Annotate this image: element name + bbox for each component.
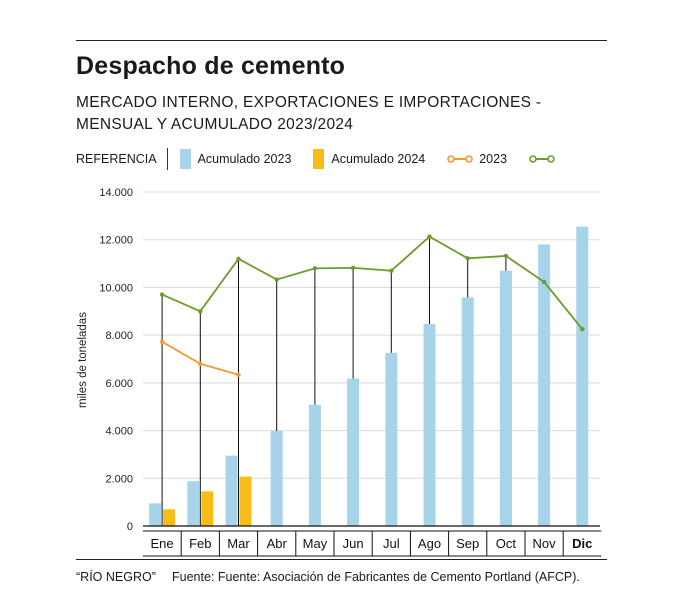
legend-divider [166, 148, 168, 170]
bar-acum-2023 [187, 481, 200, 526]
series-green-line [161, 235, 583, 330]
bar-acum-2023 [308, 404, 321, 526]
bar-acum-2023 [423, 323, 436, 526]
y-tick-label: 2.000 [105, 473, 133, 485]
y-tick-label: 14.000 [99, 187, 133, 199]
x-tick-label: Ago [418, 536, 441, 551]
x-tick-label: Dic [572, 536, 592, 551]
legend-swatch-acum-2023 [179, 149, 191, 169]
bar-acum-2024 [163, 509, 176, 526]
legend-item-acum-2024: Acumulado 2024 [313, 149, 425, 169]
legend-item-line-green [529, 154, 561, 164]
legend-text-line-orange: 2023 [479, 152, 508, 166]
bar-acum-2023 [270, 431, 283, 526]
legend-item-acum-2023: Acumulado 2023 [179, 149, 292, 169]
bar-acum-2023 [347, 378, 360, 526]
y-tick-label: 6.000 [105, 378, 133, 390]
legend-text-acum-2023: Acumulado 2023 [197, 152, 292, 166]
legend-label: REFERENCIA [76, 152, 157, 166]
y-tick-label: 10.000 [99, 282, 133, 294]
source-note: Fuente: Fuente: Asociación de Fabricante… [172, 570, 580, 584]
series-orange-point [198, 361, 203, 366]
legend-line-orange-icon [447, 155, 474, 163]
source-credit: “RÍO NEGRO” [76, 570, 156, 584]
x-tick-label: Oct [496, 536, 517, 551]
series-green-point [312, 266, 318, 271]
legend-item-line-orange: 2023 [447, 152, 507, 166]
y-tick-label: 4.000 [105, 426, 133, 438]
legend: REFERENCIA Acumulado 2023 Acumulado 2024… [76, 148, 583, 170]
legend-swatch-acum-2024 [313, 149, 325, 169]
bar-acum-2023 [576, 226, 589, 527]
legend-line-green-icon [529, 155, 555, 163]
series-green-point [236, 256, 241, 261]
series-green-point [350, 265, 356, 271]
series-green-point [427, 234, 432, 239]
x-tick-label: Jul [383, 536, 400, 551]
x-tick-label: Feb [189, 536, 211, 551]
bar-acum-2023 [538, 244, 551, 526]
y-tick-label: 8.000 [105, 330, 133, 342]
series-green-point [159, 292, 165, 297]
series-green-point [198, 309, 203, 314]
series-orange-point [236, 372, 241, 377]
chart-title: Despacho de cemento [76, 52, 346, 80]
x-tick-label: Jun [343, 536, 364, 551]
bar-acum-2023 [461, 297, 474, 526]
top-rule [76, 40, 607, 41]
chart-subtitle: MERCADO INTERNO, EXPORTACIONES E IMPORTA… [76, 94, 542, 133]
x-tick-label: May [303, 536, 328, 551]
series-orange-point [159, 339, 165, 345]
series-green-point [465, 256, 470, 261]
x-tick-label: Sep [456, 536, 479, 551]
y-axis-label: miles de toneladas [77, 312, 89, 408]
series-green-point [580, 326, 585, 332]
x-tick-label: Abr [267, 536, 288, 551]
bar-acum-2024 [201, 491, 214, 526]
x-tick-label: Nov [533, 536, 557, 551]
series-green-point [274, 277, 279, 282]
x-tick-label: Ene [151, 536, 174, 551]
series-green-point [541, 279, 547, 285]
bar-acum-2023 [499, 270, 512, 526]
y-tick-label: 0 [127, 521, 133, 533]
bar-acum-2023 [385, 352, 398, 526]
bar-acum-2024 [239, 476, 252, 526]
series-green-point [389, 268, 394, 273]
bar-acum-2023 [225, 455, 238, 526]
series-green-point [503, 253, 509, 259]
bar-acum-2023 [149, 503, 162, 526]
legend-text-acum-2024: Acumulado 2024 [331, 152, 426, 166]
y-tick-label: 12.000 [99, 235, 133, 247]
bottom-rule [76, 559, 607, 560]
x-tick-label: Mar [227, 536, 250, 551]
